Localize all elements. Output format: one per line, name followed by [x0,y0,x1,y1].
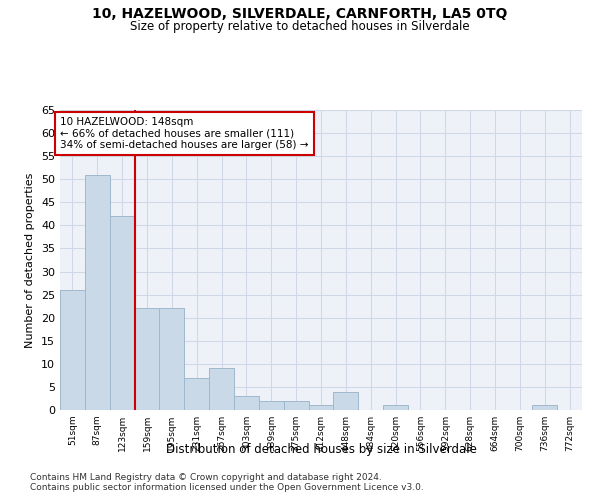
Text: Size of property relative to detached houses in Silverdale: Size of property relative to detached ho… [130,20,470,33]
Text: Distribution of detached houses by size in Silverdale: Distribution of detached houses by size … [166,442,476,456]
Text: Contains HM Land Registry data © Crown copyright and database right 2024.: Contains HM Land Registry data © Crown c… [30,472,382,482]
Text: 10 HAZELWOOD: 148sqm
← 66% of detached houses are smaller (111)
34% of semi-deta: 10 HAZELWOOD: 148sqm ← 66% of detached h… [61,117,309,150]
Bar [60,290,85,410]
Bar [85,174,110,410]
Text: Contains public sector information licensed under the Open Government Licence v3: Contains public sector information licen… [30,482,424,492]
Bar [308,406,334,410]
Bar [383,406,408,410]
Text: 10, HAZELWOOD, SILVERDALE, CARNFORTH, LA5 0TQ: 10, HAZELWOOD, SILVERDALE, CARNFORTH, LA… [92,8,508,22]
Bar [184,378,209,410]
Bar [532,406,557,410]
Bar [110,216,134,410]
Bar [209,368,234,410]
Bar [334,392,358,410]
Bar [134,308,160,410]
Bar [234,396,259,410]
Bar [160,308,184,410]
Y-axis label: Number of detached properties: Number of detached properties [25,172,35,348]
Bar [284,401,308,410]
Bar [259,401,284,410]
